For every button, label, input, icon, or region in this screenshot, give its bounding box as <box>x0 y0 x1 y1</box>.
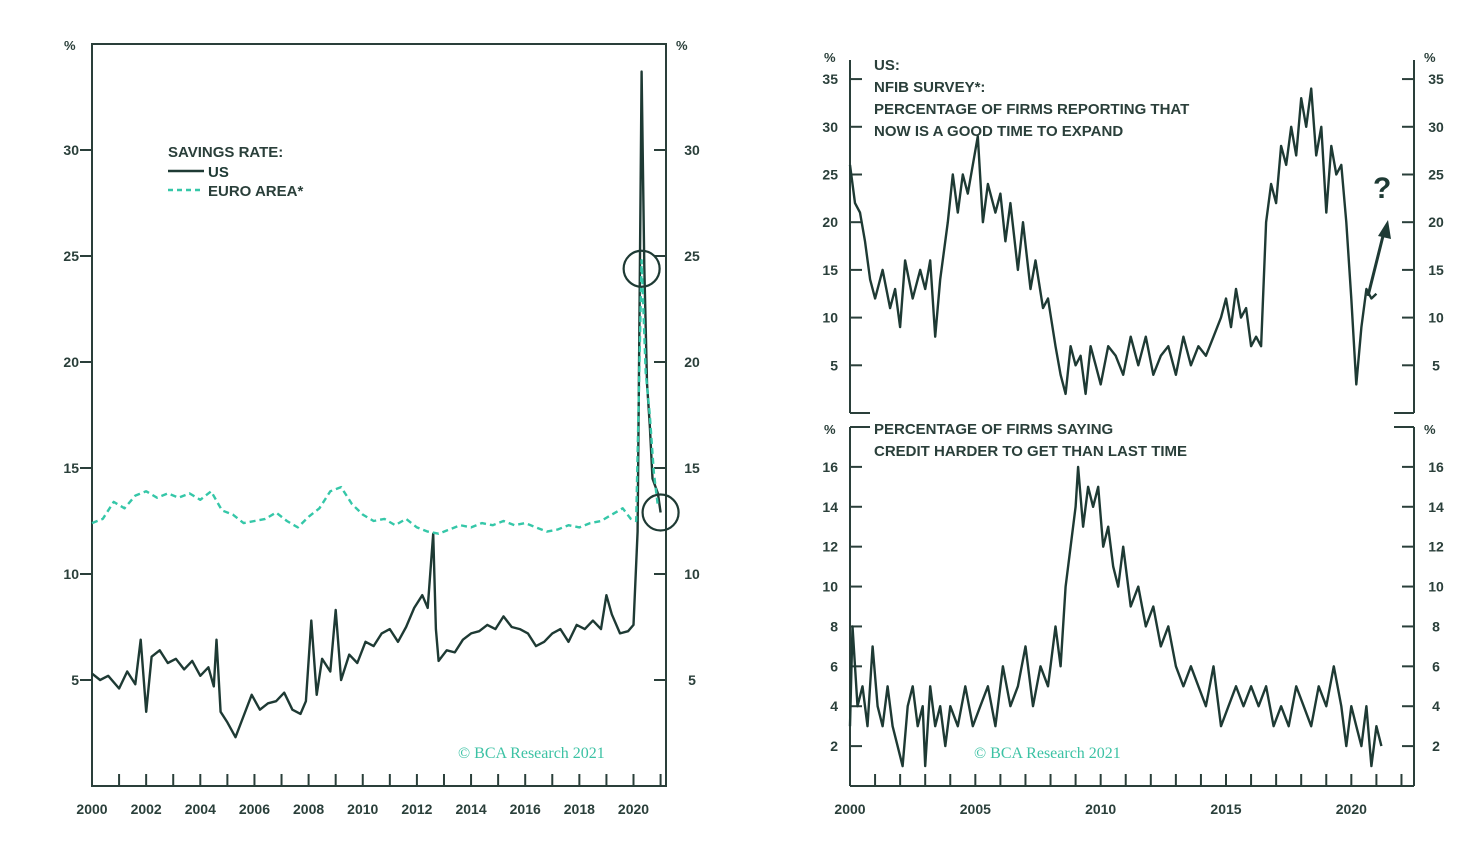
y-tick-label-left: 20 <box>822 214 838 230</box>
y-tick-label-right: 30 <box>1428 119 1444 135</box>
nfib-credit-chart: 2 2 4 4 6 6 8 8 10 10 12 12 14 14 16 16 2000 2005 2010 201… <box>822 421 1444 817</box>
y-tick-label-right: 16 <box>1428 459 1444 475</box>
legend-euro-label: EURO AREA* <box>208 183 303 200</box>
x-tick-label: 2020 <box>1336 801 1367 817</box>
x-tick-label: 2010 <box>1085 801 1116 817</box>
credit-x-axis: 2000 2005 2010 2015 2020 <box>834 774 1401 817</box>
y-tick-label-left: 25 <box>822 166 838 182</box>
y-tick-label-right: 5 <box>688 672 696 688</box>
y-tick-label-left: 12 <box>822 539 838 555</box>
x-tick-label: 2004 <box>185 801 216 817</box>
y-tick-label-right: 8 <box>1432 618 1440 634</box>
x-tick-label: 2014 <box>455 801 486 817</box>
y-tick-label-right: 20 <box>1428 214 1444 230</box>
savings-unit-right: % <box>676 38 688 53</box>
savings-unit-left: % <box>64 38 76 53</box>
y-tick-label-left: 10 <box>822 579 838 595</box>
legend-us-label: US <box>208 164 229 181</box>
y-tick-label-right: 15 <box>1428 262 1444 278</box>
y-tick-label-left: 4 <box>830 698 838 714</box>
annotation-circle-latest <box>643 495 679 531</box>
x-tick-label: 2000 <box>834 801 865 817</box>
credit-title-line-2: CREDIT HARDER TO GET THAN LAST TIME <box>874 443 1187 460</box>
expand-title-line-1: US: <box>874 57 900 74</box>
x-tick-label: 2008 <box>293 801 324 817</box>
y-tick-label-left: 10 <box>63 566 79 582</box>
y-tick-label-left: 5 <box>830 357 838 373</box>
y-tick-label-left: 30 <box>63 142 79 158</box>
y-tick-label-right: 30 <box>684 142 700 158</box>
y-tick-label-left: 6 <box>830 658 838 674</box>
y-tick-label-right: 2 <box>1432 738 1440 754</box>
x-tick-label: 2006 <box>239 801 270 817</box>
x-tick-label: 2012 <box>401 801 432 817</box>
y-tick-label-right: 12 <box>1428 539 1444 555</box>
credit-title-line-1: PERCENTAGE OF FIRMS SAYING <box>874 421 1113 438</box>
y-tick-label-left: 20 <box>63 354 79 370</box>
y-tick-label-right: 10 <box>1428 310 1444 326</box>
y-tick-label-right: 25 <box>684 248 700 264</box>
x-tick-label: 2015 <box>1210 801 1241 817</box>
x-tick-label: 2016 <box>510 801 541 817</box>
x-tick-label: 2002 <box>131 801 162 817</box>
y-tick-label-left: 30 <box>822 119 838 135</box>
y-tick-label-right: 4 <box>1432 698 1440 714</box>
expand-unit-right: % <box>1424 50 1436 65</box>
expand-title-line-3: PERCENTAGE OF FIRMS REPORTING THAT <box>874 101 1189 118</box>
credit-unit-left: % <box>824 422 836 437</box>
y-tick-label-right: 10 <box>1428 579 1444 595</box>
y-tick-label-left: 14 <box>822 499 838 515</box>
series-line-savings-1 <box>92 260 658 534</box>
y-tick-label-right: 25 <box>1428 166 1444 182</box>
up-arrow-icon <box>1368 220 1391 296</box>
y-tick-label-left: 10 <box>822 310 838 326</box>
x-tick-label: 2020 <box>618 801 649 817</box>
y-tick-label-left: 2 <box>830 738 838 754</box>
credit-unit-right: % <box>1424 422 1436 437</box>
expand-unit-left: % <box>824 50 836 65</box>
y-tick-label-right: 5 <box>1432 357 1440 373</box>
savings-copyright: © BCA Research 2021 <box>458 745 605 762</box>
savings-title: SAVINGS RATE: <box>168 144 283 161</box>
y-tick-label-right: 14 <box>1428 499 1444 515</box>
question-mark-annotation: ? <box>1373 172 1391 205</box>
credit-copyright: © BCA Research 2021 <box>974 745 1121 762</box>
y-tick-label-right: 10 <box>684 566 700 582</box>
x-tick-label: 2018 <box>564 801 595 817</box>
x-tick-label: 2010 <box>347 801 378 817</box>
y-tick-label-left: 5 <box>71 672 79 688</box>
y-tick-label-left: 25 <box>63 248 79 264</box>
expand-title-line-4: NOW IS A GOOD TIME TO EXPAND <box>874 123 1123 140</box>
expand-title-line-2: NFIB SURVEY*: <box>874 79 985 96</box>
x-tick-label: 2005 <box>960 801 991 817</box>
y-tick-label-right: 35 <box>1428 71 1444 87</box>
y-tick-label-right: 6 <box>1432 658 1440 674</box>
credit-plot-area <box>850 467 1381 766</box>
nfib-expand-chart: 5 5 10 10 15 15 20 20 25 25 30 30 35 35 % % US: NFIB … <box>822 50 1444 413</box>
y-tick-label-left: 8 <box>830 618 838 634</box>
y-tick-label-left: 35 <box>822 71 838 87</box>
y-tick-label-left: 15 <box>63 460 79 476</box>
y-tick-label-left: 15 <box>822 262 838 278</box>
x-tick-label: 2000 <box>76 801 107 817</box>
y-tick-label-left: 16 <box>822 459 838 475</box>
y-tick-label-right: 15 <box>684 460 700 476</box>
series-line-nfib-credit-0 <box>850 467 1381 766</box>
savings-x-axis: 2000 2002 2004 2006 2008 2010 2012 2014 2016 2018… <box>76 774 660 817</box>
y-tick-label-right: 20 <box>684 354 700 370</box>
